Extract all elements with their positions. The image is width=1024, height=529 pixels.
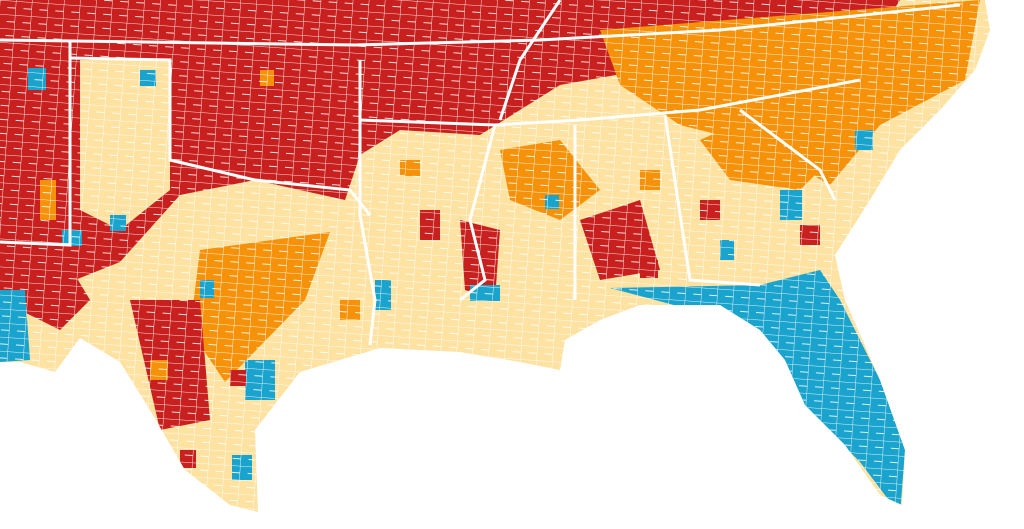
state-border [459,124,497,302]
state-border [359,78,861,127]
state-border [0,3,961,47]
state-border [739,108,837,201]
state-border [498,0,562,121]
state-border [69,56,372,216]
state-border [0,40,72,247]
state-border [663,114,761,287]
state-border [358,60,377,346]
state-borders [0,0,961,346]
